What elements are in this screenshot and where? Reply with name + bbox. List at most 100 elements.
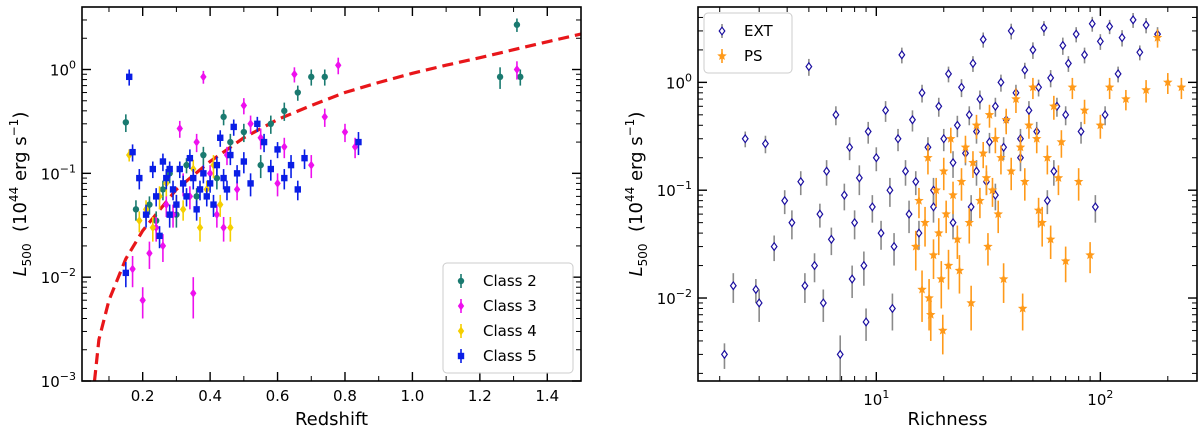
y-tick-label: 10−2 xyxy=(657,287,692,308)
data-point xyxy=(1006,166,1016,176)
data-point xyxy=(911,241,921,251)
data-point xyxy=(943,260,954,270)
data-point xyxy=(957,82,966,93)
data-point xyxy=(132,206,140,213)
data-point xyxy=(882,105,890,116)
data-point xyxy=(819,298,827,308)
data-point xyxy=(890,241,898,252)
data-point xyxy=(934,228,944,238)
legend-box xyxy=(442,262,574,374)
data-point xyxy=(926,309,936,319)
data-point xyxy=(247,180,254,187)
legend-label: Class 2 xyxy=(483,272,537,290)
data-point xyxy=(240,158,248,165)
data-point xyxy=(1050,166,1058,177)
data-point xyxy=(281,107,288,115)
data-point xyxy=(905,209,913,219)
data-point xyxy=(920,217,930,227)
data-point xyxy=(868,202,876,212)
data-point xyxy=(1043,195,1051,206)
axes-frame xyxy=(81,6,582,382)
data-point xyxy=(230,123,237,131)
data-point xyxy=(217,134,224,141)
data-point xyxy=(752,284,760,295)
data-point xyxy=(1015,142,1026,152)
data-point xyxy=(1011,94,1021,104)
data-point xyxy=(827,234,835,245)
data-point xyxy=(901,166,910,177)
data-point xyxy=(1033,205,1044,215)
data-point xyxy=(976,94,984,104)
data-point xyxy=(193,206,200,213)
y-tick-label: 10−2 xyxy=(41,266,76,287)
legend-marker xyxy=(457,301,465,311)
data-point xyxy=(1088,18,1096,29)
data-point xyxy=(741,133,749,144)
data-point xyxy=(321,73,328,81)
data-point xyxy=(240,101,248,111)
data-point xyxy=(952,234,963,244)
data-point xyxy=(190,288,197,298)
data-point xyxy=(832,110,840,120)
data-point xyxy=(1053,172,1064,182)
data-point xyxy=(810,260,819,271)
x-tick-label: 102 xyxy=(1087,388,1113,409)
data-point xyxy=(1035,82,1043,93)
data-point xyxy=(996,152,1006,162)
data-point xyxy=(729,280,737,291)
data-point xyxy=(1037,217,1047,227)
data-point xyxy=(1032,133,1042,143)
data-point xyxy=(169,210,177,220)
data-point xyxy=(1064,58,1072,69)
data-point xyxy=(864,126,872,137)
data-point xyxy=(949,157,957,168)
data-point xyxy=(987,185,998,195)
data-point xyxy=(335,60,342,70)
data-point xyxy=(146,201,153,208)
data-point xyxy=(908,114,917,125)
data-point xyxy=(301,154,308,162)
data-point xyxy=(213,210,221,220)
data-point xyxy=(886,185,894,196)
data-point xyxy=(1142,20,1150,30)
data-point xyxy=(149,165,157,173)
data-point xyxy=(788,217,796,228)
data-point xyxy=(966,298,976,307)
data-point xyxy=(139,295,146,305)
y-tick-label: 100 xyxy=(50,59,76,80)
data-point xyxy=(862,317,870,327)
x-axis-label: Redshift xyxy=(295,409,368,430)
x-tick-label: 0.4 xyxy=(198,387,222,405)
data-point xyxy=(993,209,1003,219)
x-tick-label: 1.2 xyxy=(468,387,492,405)
fit-line xyxy=(92,32,581,381)
legend-label: EXT xyxy=(744,22,773,40)
data-point xyxy=(267,120,275,128)
data-point xyxy=(991,190,999,200)
data-point xyxy=(281,142,288,152)
data-point xyxy=(755,298,763,308)
series-ext xyxy=(720,12,1162,381)
data-point xyxy=(956,176,967,186)
legend-box xyxy=(703,12,793,74)
data-point xyxy=(1091,202,1099,212)
data-point xyxy=(855,173,863,183)
data-point xyxy=(220,174,227,182)
data-point xyxy=(960,142,971,152)
data-point xyxy=(1077,126,1085,137)
legend-label: PS xyxy=(744,47,763,65)
data-point xyxy=(939,166,949,176)
x-tick-label: 0.8 xyxy=(333,387,357,405)
data-point xyxy=(1163,77,1173,87)
data-point xyxy=(975,195,985,205)
data-point xyxy=(1045,234,1056,244)
data-point xyxy=(941,209,951,219)
data-point xyxy=(213,161,221,169)
data-point xyxy=(1007,26,1015,36)
data-point xyxy=(223,186,231,193)
data-point xyxy=(983,241,993,251)
data-point xyxy=(991,101,999,112)
data-point xyxy=(308,160,315,170)
x-axis-label: Richness xyxy=(907,409,987,430)
data-point xyxy=(985,137,994,147)
